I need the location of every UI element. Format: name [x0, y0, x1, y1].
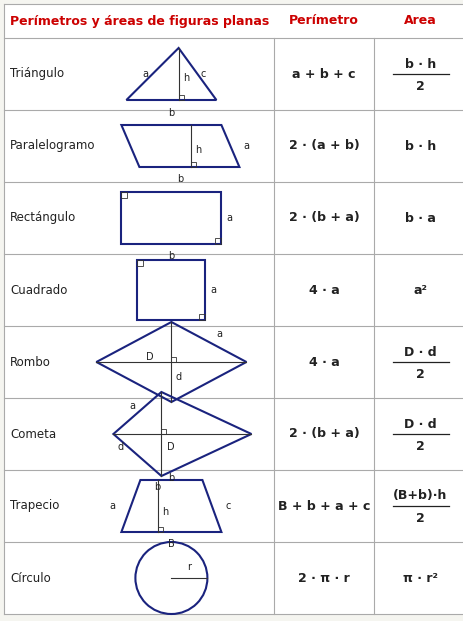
Text: b: b	[168, 473, 175, 483]
Text: 2: 2	[416, 79, 425, 93]
Text: a: a	[143, 69, 149, 79]
Bar	[158, 527, 163, 532]
Bar	[121, 192, 127, 198]
Text: h: h	[163, 507, 169, 517]
Text: a²: a²	[413, 284, 427, 296]
Text: D · d: D · d	[404, 345, 437, 358]
Text: b: b	[168, 251, 175, 261]
Text: r: r	[188, 562, 191, 572]
Text: b: b	[177, 174, 183, 184]
Text: a: a	[210, 285, 216, 295]
Text: a: a	[244, 141, 250, 151]
Text: d: d	[175, 372, 181, 382]
Bar	[191, 162, 196, 167]
Text: Triángulo: Triángulo	[10, 68, 64, 81]
Text: Paralelogramo: Paralelogramo	[10, 140, 95, 153]
Text: 2: 2	[416, 512, 425, 525]
Text: Perímetros y áreas de figuras planas: Perímetros y áreas de figuras planas	[10, 14, 269, 27]
Text: Trapecio: Trapecio	[10, 499, 59, 512]
Text: 2 · (b + a): 2 · (b + a)	[288, 212, 359, 225]
Text: h: h	[184, 73, 190, 83]
Text: Rombo: Rombo	[10, 355, 51, 368]
Bar	[138, 260, 206, 320]
Text: b · h: b · h	[405, 140, 436, 153]
Bar	[179, 95, 184, 100]
Bar	[215, 238, 221, 244]
Text: Rectángulo: Rectángulo	[10, 212, 76, 225]
Text: B: B	[168, 539, 175, 549]
Text: b · a: b · a	[405, 212, 436, 225]
Bar	[162, 429, 166, 434]
Text: b: b	[154, 482, 161, 492]
Text: B + b + a + c: B + b + a + c	[278, 499, 370, 512]
Text: π · r²: π · r²	[403, 571, 438, 584]
Text: h: h	[195, 145, 202, 155]
Text: a: a	[129, 401, 135, 411]
Text: D: D	[168, 442, 175, 452]
Text: 2: 2	[416, 440, 425, 453]
Text: 2: 2	[416, 368, 425, 381]
Text: 2 · π · r: 2 · π · r	[298, 571, 350, 584]
Text: D · d: D · d	[404, 417, 437, 430]
Text: Area: Area	[404, 14, 437, 27]
Text: Círculo: Círculo	[10, 571, 51, 584]
Text: b: b	[168, 108, 175, 118]
Bar	[171, 357, 176, 362]
Text: Cuadrado: Cuadrado	[10, 284, 68, 296]
Text: 2 · (b + a): 2 · (b + a)	[288, 427, 359, 440]
Text: Cometa: Cometa	[10, 427, 56, 440]
Text: d: d	[118, 442, 124, 452]
Text: 4 · a: 4 · a	[309, 284, 339, 296]
Text: a + b + c: a + b + c	[292, 68, 356, 81]
Bar	[138, 260, 144, 266]
Text: c: c	[200, 69, 206, 79]
Text: a: a	[226, 213, 232, 223]
Text: c: c	[225, 501, 231, 511]
Text: a: a	[216, 329, 222, 339]
Bar	[200, 314, 206, 320]
Text: Perímetro: Perímetro	[289, 14, 359, 27]
Text: b · h: b · h	[405, 58, 436, 71]
Bar	[121, 192, 221, 244]
Text: a: a	[109, 501, 115, 511]
Text: 2 · (a + b): 2 · (a + b)	[288, 140, 359, 153]
Text: D: D	[146, 352, 153, 362]
Text: (B+b)·h: (B+b)·h	[393, 489, 448, 502]
Text: 4 · a: 4 · a	[309, 355, 339, 368]
